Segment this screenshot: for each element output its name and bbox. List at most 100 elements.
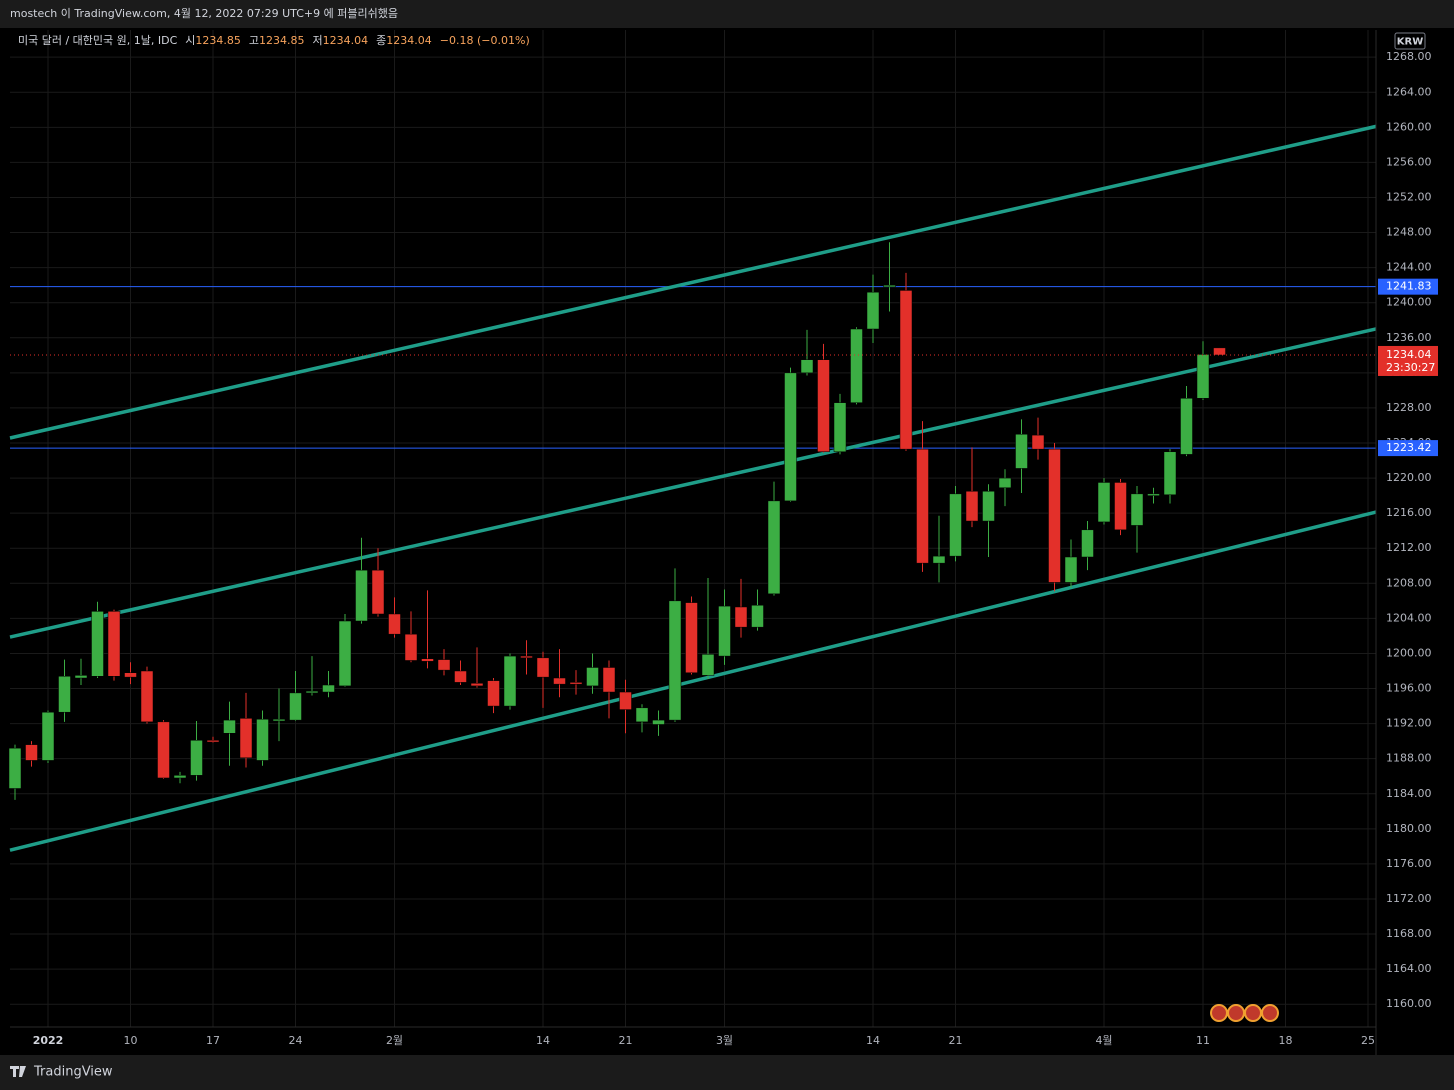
change: −0.18 (−0.01%) <box>440 34 530 47</box>
candle-body <box>965 490 979 522</box>
y-tick-label: 1240.00 <box>1386 296 1432 309</box>
candle-body <box>932 555 946 564</box>
footer <box>0 1055 1454 1090</box>
price-tag <box>1378 278 1438 295</box>
candle-body <box>1130 493 1144 526</box>
x-tick-label: 10 <box>124 1034 138 1047</box>
legend-header: 미국 달러 / 대한민국 원, 1날, IDC 시1234.85 고1234.85 저… <box>18 34 530 47</box>
price-tag-label: 1223.42 <box>1386 441 1432 454</box>
candle-body <box>701 654 715 676</box>
y-tick-label: 1248.00 <box>1386 226 1432 239</box>
candle-body <box>206 740 220 743</box>
y-tick-label: 1200.00 <box>1386 646 1432 659</box>
x-tick-label: 21 <box>619 1034 633 1047</box>
candle-body <box>1196 354 1210 399</box>
symbol: 미국 달러 / 대한민국 원, 1날, IDC <box>18 34 178 47</box>
candle-body <box>355 569 368 622</box>
ohlc-value: 1234.85 <box>195 34 241 47</box>
y-tick-label: 1260.00 <box>1386 120 1432 133</box>
currency-box <box>1394 32 1426 50</box>
candle-body <box>305 690 319 694</box>
candle-body <box>817 359 830 453</box>
candle-body <box>1097 482 1111 523</box>
candle-body <box>487 680 500 707</box>
candle-body <box>454 670 467 683</box>
y-tick-label: 1228.00 <box>1386 401 1432 414</box>
candle-body <box>586 667 599 687</box>
event-icons <box>1210 1004 1279 1022</box>
y-tick-label: 1220.00 <box>1386 471 1432 484</box>
x-tick-label: 14 <box>866 1034 880 1047</box>
candle-body <box>668 600 682 721</box>
candle-body <box>982 490 995 522</box>
candle-body <box>140 670 154 723</box>
published-note: mostech 이 TradingView.com, 4월 12, 2022 0… <box>10 7 398 20</box>
ohlc-label: 종 <box>376 34 386 47</box>
y-tick-label: 1196.00 <box>1386 682 1432 695</box>
x-tick-label: 2022 <box>33 1034 64 1047</box>
candle-body <box>1015 433 1028 469</box>
ohlc-value: 1234.04 <box>386 34 432 47</box>
y-tick-label: 1212.00 <box>1386 541 1432 554</box>
candle-body <box>1114 482 1127 531</box>
y-tick-label: 1184.00 <box>1386 787 1432 800</box>
plot <box>8 124 1377 852</box>
candle-body <box>784 372 797 502</box>
candle-body <box>371 569 385 615</box>
candle-body <box>718 605 731 657</box>
candle-body <box>388 613 401 635</box>
candle-body <box>74 675 88 679</box>
top-bar <box>0 0 1454 28</box>
candle-body <box>850 328 863 403</box>
event-icon <box>1210 1004 1228 1022</box>
price-tags: 1160.00 1164.00 1168.00 1172.00 1176.00 1180.… <box>33 50 1438 1047</box>
candle-body <box>338 620 352 687</box>
candle-body <box>949 493 962 557</box>
y-tick-label: 1236.00 <box>1386 331 1432 344</box>
y-tick-label: 1204.00 <box>1386 611 1432 624</box>
candle-body <box>421 658 434 662</box>
price-tag <box>1378 440 1438 457</box>
candle-body <box>437 659 451 671</box>
candle-body <box>734 606 748 628</box>
ohlc-label: 저 <box>313 34 323 47</box>
trend-line <box>9 327 1377 639</box>
x-tick-label: 11 <box>1196 1034 1210 1047</box>
candle-body <box>25 744 38 761</box>
candle-body <box>536 657 550 678</box>
candle-body <box>1064 556 1078 583</box>
y-tick-label: 1176.00 <box>1386 857 1432 870</box>
trend-line <box>9 124 1377 440</box>
x-tick-label: 21 <box>949 1034 963 1047</box>
candle-body <box>256 718 269 761</box>
candle-body <box>635 707 649 723</box>
candle-body <box>619 691 632 710</box>
ohlc-value: 1234.04 <box>323 34 369 47</box>
candle-body <box>41 711 55 761</box>
y-tick-label: 1180.00 <box>1386 822 1432 835</box>
candle-body <box>883 284 896 288</box>
y-tick-label: 1216.00 <box>1386 506 1432 519</box>
x-tick-label: 24 <box>289 1034 303 1047</box>
x-tick-label: 14 <box>536 1034 550 1047</box>
currency: KRW <box>1397 37 1423 48</box>
candle-body <box>916 448 929 564</box>
x-tick-label: 17 <box>206 1034 220 1047</box>
candle-body <box>157 721 170 779</box>
candle-body <box>553 677 566 685</box>
y-tick-label: 1244.00 <box>1386 261 1432 274</box>
x-tick-label: 2월 <box>386 1034 403 1047</box>
ohlc-value: 1234.85 <box>259 34 305 47</box>
x-tick-label: 3월 <box>716 1034 733 1047</box>
y-tick-label: 1208.00 <box>1386 576 1432 589</box>
candle-body <box>1031 434 1045 450</box>
candle-body <box>124 672 137 678</box>
candle-body <box>1081 529 1094 558</box>
candle-body <box>685 602 698 673</box>
candle-body <box>322 684 335 693</box>
y-tick-label: 1164.00 <box>1386 962 1432 975</box>
candle-body <box>1147 493 1160 496</box>
countdown: 23:30:27 <box>1386 361 1435 374</box>
